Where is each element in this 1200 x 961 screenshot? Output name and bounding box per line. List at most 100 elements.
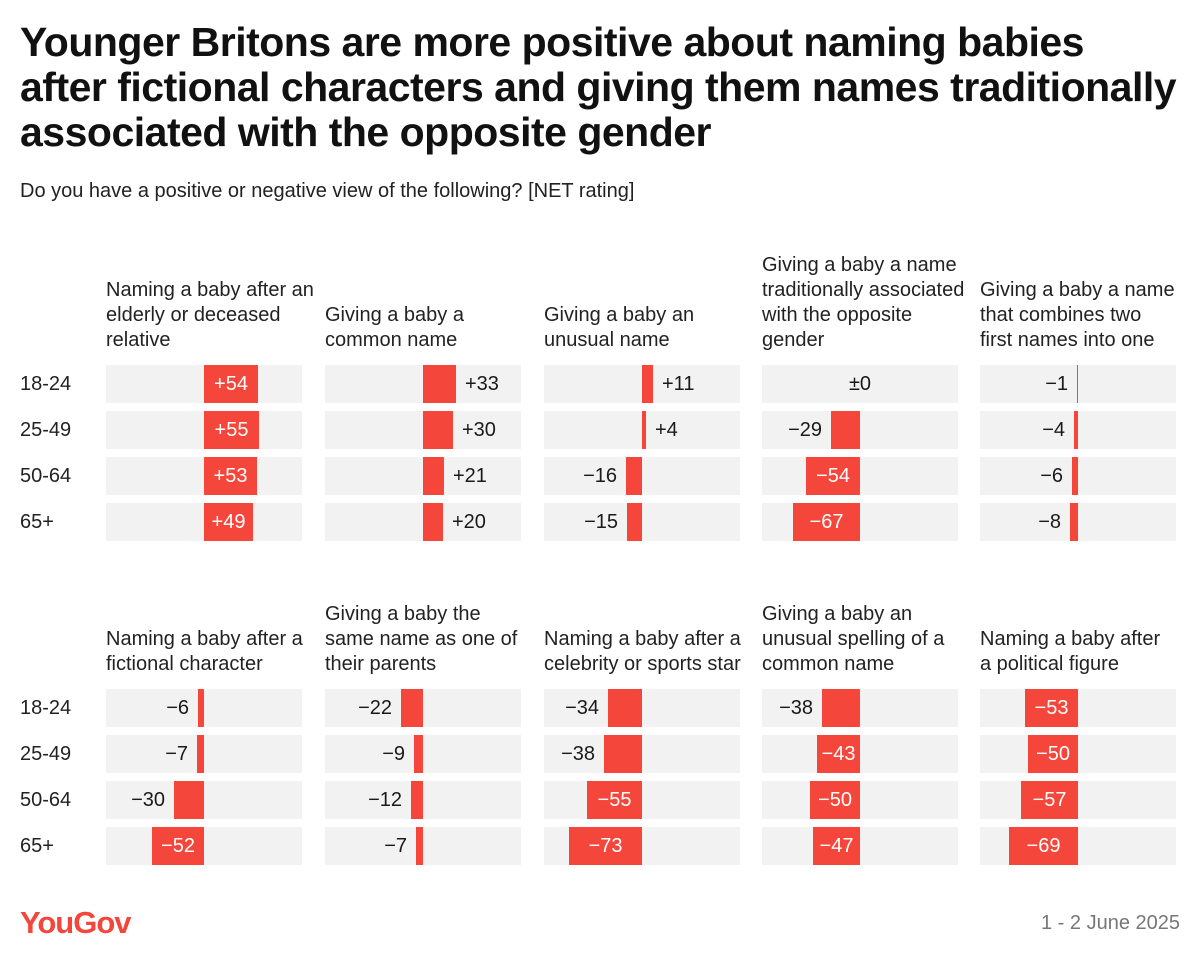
data-label: +4 bbox=[655, 419, 678, 441]
data-label: −16 bbox=[583, 465, 617, 487]
panel-title-text: Giving a baby the same name as one of th… bbox=[325, 603, 518, 675]
panel-title-text: Giving a baby a name traditionally assoc… bbox=[762, 254, 965, 351]
data-bar bbox=[627, 503, 642, 541]
data-label: −69 bbox=[1026, 835, 1061, 857]
chart-subtitle: Do you have a positive or negative view … bbox=[20, 180, 635, 202]
panel-title: Giving a baby the same name as one of th… bbox=[325, 547, 535, 677]
bar-background bbox=[762, 365, 958, 403]
data-label: −73 bbox=[588, 835, 623, 857]
panel-title: Naming a baby after an elderly or deceas… bbox=[106, 223, 316, 353]
data-label: −67 bbox=[809, 511, 844, 533]
data-label: −30 bbox=[131, 789, 165, 811]
data-label: −6 bbox=[1040, 465, 1063, 487]
data-label: −55 bbox=[597, 789, 632, 811]
row-label-25-49: 25-49 bbox=[20, 419, 72, 441]
data-label: −22 bbox=[358, 697, 392, 719]
data-bar bbox=[608, 689, 642, 727]
data-label: −29 bbox=[788, 419, 822, 441]
data-label: +21 bbox=[453, 465, 487, 487]
bar-background bbox=[980, 457, 1176, 495]
data-label: −54 bbox=[816, 465, 850, 487]
data-label: −7 bbox=[165, 743, 188, 765]
data-label: −7 bbox=[384, 835, 407, 857]
data-bar bbox=[423, 503, 443, 541]
bar-background bbox=[762, 689, 958, 727]
bar-background bbox=[762, 781, 958, 819]
bar-background bbox=[325, 781, 521, 819]
data-label: +20 bbox=[452, 511, 486, 533]
data-bar bbox=[810, 781, 860, 819]
panel-title: Naming a baby after a celebrity or sport… bbox=[544, 547, 754, 677]
bar-background bbox=[544, 503, 740, 541]
row-label-65+: 65+ bbox=[20, 835, 54, 857]
yougov-logo: YouGov bbox=[20, 905, 132, 940]
bar-background bbox=[325, 827, 521, 865]
data-bar bbox=[642, 365, 653, 403]
data-label: +11 bbox=[662, 373, 695, 395]
data-bar bbox=[204, 503, 253, 541]
data-bar bbox=[1077, 365, 1078, 403]
panel-title-text: Giving a baby an unusual name bbox=[544, 304, 695, 351]
row-label-25-49: 25-49 bbox=[20, 743, 72, 765]
data-label: −9 bbox=[382, 743, 405, 765]
panel-title-text: Naming a baby after a celebrity or sport… bbox=[544, 628, 741, 675]
bar-background bbox=[980, 411, 1176, 449]
panel-title: Giving a baby an unusual spelling of a c… bbox=[762, 547, 972, 677]
data-label: −57 bbox=[1032, 789, 1067, 811]
data-label: +30 bbox=[462, 419, 496, 441]
bar-background bbox=[544, 689, 740, 727]
survey-date: 1 - 2 June 2025 bbox=[1041, 912, 1180, 934]
bar-background bbox=[980, 781, 1176, 819]
bar-background bbox=[980, 735, 1176, 773]
data-bar bbox=[587, 781, 642, 819]
panel-title: Naming a baby after a fictional characte… bbox=[106, 547, 316, 677]
data-bar bbox=[423, 365, 456, 403]
data-bar bbox=[813, 827, 860, 865]
chart-title: Younger Britons are more positive about … bbox=[20, 19, 1177, 155]
data-bar bbox=[822, 689, 860, 727]
row-label-65+: 65+ bbox=[20, 511, 54, 533]
data-bar bbox=[197, 735, 204, 773]
data-label: +33 bbox=[465, 373, 499, 395]
data-bar bbox=[626, 457, 642, 495]
data-bar bbox=[401, 689, 423, 727]
bar-background bbox=[106, 827, 302, 865]
row-label-50-64: 50-64 bbox=[20, 465, 72, 487]
data-label: −53 bbox=[1034, 697, 1069, 719]
panel-title: Giving a baby a name that combines two f… bbox=[980, 223, 1175, 353]
data-label: +55 bbox=[214, 419, 249, 441]
bar-background bbox=[106, 735, 302, 773]
data-label: −47 bbox=[819, 835, 854, 857]
data-label: −38 bbox=[561, 743, 595, 765]
data-bar bbox=[414, 735, 423, 773]
bar-background bbox=[544, 781, 740, 819]
data-bar bbox=[198, 689, 204, 727]
data-label: −15 bbox=[584, 511, 618, 533]
bar-background bbox=[325, 689, 521, 727]
data-label: −50 bbox=[1036, 743, 1070, 765]
row-label-50-64: 50-64 bbox=[20, 789, 72, 811]
data-label: −38 bbox=[779, 697, 813, 719]
bar-background bbox=[980, 689, 1176, 727]
data-label: ±0 bbox=[848, 373, 872, 395]
data-bar bbox=[174, 781, 204, 819]
data-bar bbox=[1021, 781, 1078, 819]
data-label: +53 bbox=[213, 465, 248, 487]
bar-background bbox=[980, 503, 1176, 541]
bar-background bbox=[980, 365, 1176, 403]
data-bar bbox=[204, 411, 259, 449]
bar-background bbox=[762, 735, 958, 773]
data-label: +49 bbox=[211, 511, 246, 533]
bar-background bbox=[325, 735, 521, 773]
data-bar bbox=[817, 735, 860, 773]
data-bar bbox=[423, 411, 453, 449]
panel-title-text: Naming a baby after a fictional characte… bbox=[106, 628, 303, 675]
data-bar bbox=[642, 411, 646, 449]
data-bar bbox=[423, 457, 444, 495]
data-label: +54 bbox=[214, 373, 248, 395]
data-bar bbox=[204, 365, 258, 403]
bar-background bbox=[544, 457, 740, 495]
data-bar bbox=[1074, 411, 1078, 449]
data-label: −8 bbox=[1038, 511, 1061, 533]
panel-title-text: Giving a baby a common name bbox=[325, 304, 464, 351]
